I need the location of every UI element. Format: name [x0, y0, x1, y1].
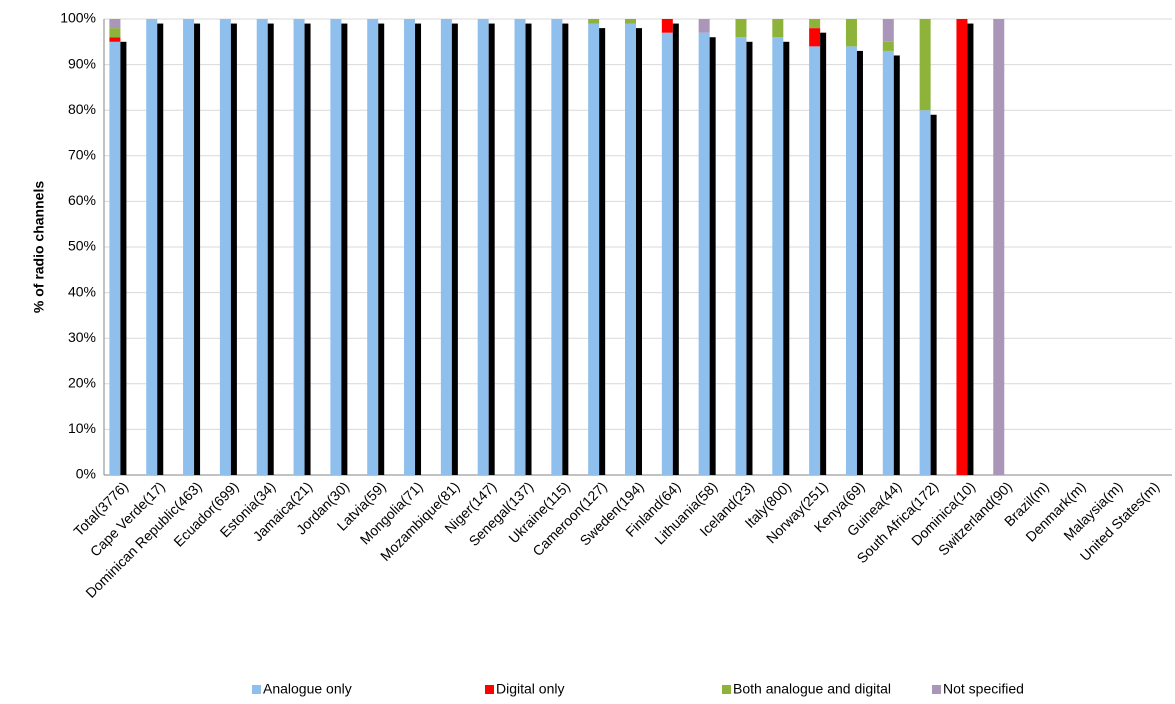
bar-segment [809, 46, 821, 476]
y-tick-label: 50% [68, 238, 96, 254]
bar-segment [256, 19, 268, 475]
y-tick-label: 20% [68, 375, 96, 391]
bar-segment [625, 19, 636, 24]
total-bar [930, 114, 937, 475]
bar-segment [882, 41, 894, 51]
total-bar [783, 41, 790, 476]
bar-segment [845, 19, 857, 47]
total-bar [967, 23, 974, 476]
bar-segment [551, 19, 563, 475]
bar-segment [588, 23, 600, 476]
bar-segment [772, 19, 784, 38]
total-bar [194, 23, 201, 476]
bar-segment [661, 32, 673, 476]
total-bar [488, 23, 495, 476]
bar-segment [404, 19, 416, 475]
y-tick-label: 100% [60, 10, 96, 26]
y-tick-label: 80% [68, 101, 96, 117]
legend-swatch [932, 685, 941, 694]
bar-segment [882, 19, 894, 42]
bar-segment [735, 19, 747, 38]
total-bar [820, 32, 827, 476]
y-axis-title: % of radio channels [31, 181, 47, 313]
bar-segment [809, 19, 821, 29]
legend-swatch [722, 685, 731, 694]
y-tick-label: 40% [68, 283, 96, 299]
bar-segment [330, 19, 342, 475]
bar-segment [109, 41, 121, 476]
total-bar [562, 23, 569, 476]
bar-segment [219, 19, 231, 475]
bar-segment [845, 46, 857, 476]
bar-segment [698, 19, 710, 33]
bar-segment [440, 19, 452, 475]
total-bar [525, 23, 532, 476]
y-tick-label: 90% [68, 55, 96, 71]
total-bar [341, 23, 348, 476]
total-bar [157, 23, 164, 476]
bar-segment [109, 37, 121, 42]
y-tick-label: 60% [68, 192, 96, 208]
legend-swatch [485, 685, 494, 694]
bar-segment [109, 28, 121, 38]
total-bar [893, 55, 900, 475]
y-tick-label: 70% [68, 147, 96, 163]
total-bar [451, 23, 458, 476]
legend-label: Digital only [496, 681, 564, 697]
y-tick-label: 0% [76, 466, 96, 482]
total-bar [378, 23, 385, 476]
total-bar [856, 50, 863, 476]
legend-label: Not specified [943, 681, 1024, 697]
legend-label: Both analogue and digital [733, 681, 891, 697]
y-tick-label: 30% [68, 329, 96, 345]
bar-segment [919, 19, 931, 111]
bar-segment [698, 32, 710, 476]
total-bar [415, 23, 422, 476]
bar-segment [956, 19, 968, 475]
total-bar [636, 28, 642, 476]
bar-segment [993, 19, 1005, 475]
bar-segment [514, 19, 526, 475]
total-bar [267, 23, 274, 476]
bar-segment [919, 110, 931, 475]
legend-swatch [252, 685, 261, 694]
legend-label: Analogue only [263, 681, 352, 697]
bar-segment [882, 50, 894, 476]
total-bar [230, 23, 237, 476]
bar-segment [588, 19, 600, 24]
bar-segment [772, 37, 784, 476]
total-bar [120, 41, 127, 476]
bar-segment [146, 19, 158, 475]
bar-segment [293, 19, 305, 475]
bar-segment [367, 19, 379, 475]
total-bar [304, 23, 311, 476]
total-bar [672, 23, 679, 476]
total-bar [599, 28, 606, 476]
bar-segment [183, 19, 195, 475]
total-bar [709, 37, 716, 476]
bar-segment [109, 19, 121, 29]
bar-segment [735, 37, 747, 476]
total-bar [746, 41, 753, 476]
bar-segment [809, 28, 821, 47]
y-tick-label: 10% [68, 420, 96, 436]
bar-segment [477, 19, 489, 475]
bar-segment [625, 23, 636, 476]
bar-segment [661, 19, 673, 33]
